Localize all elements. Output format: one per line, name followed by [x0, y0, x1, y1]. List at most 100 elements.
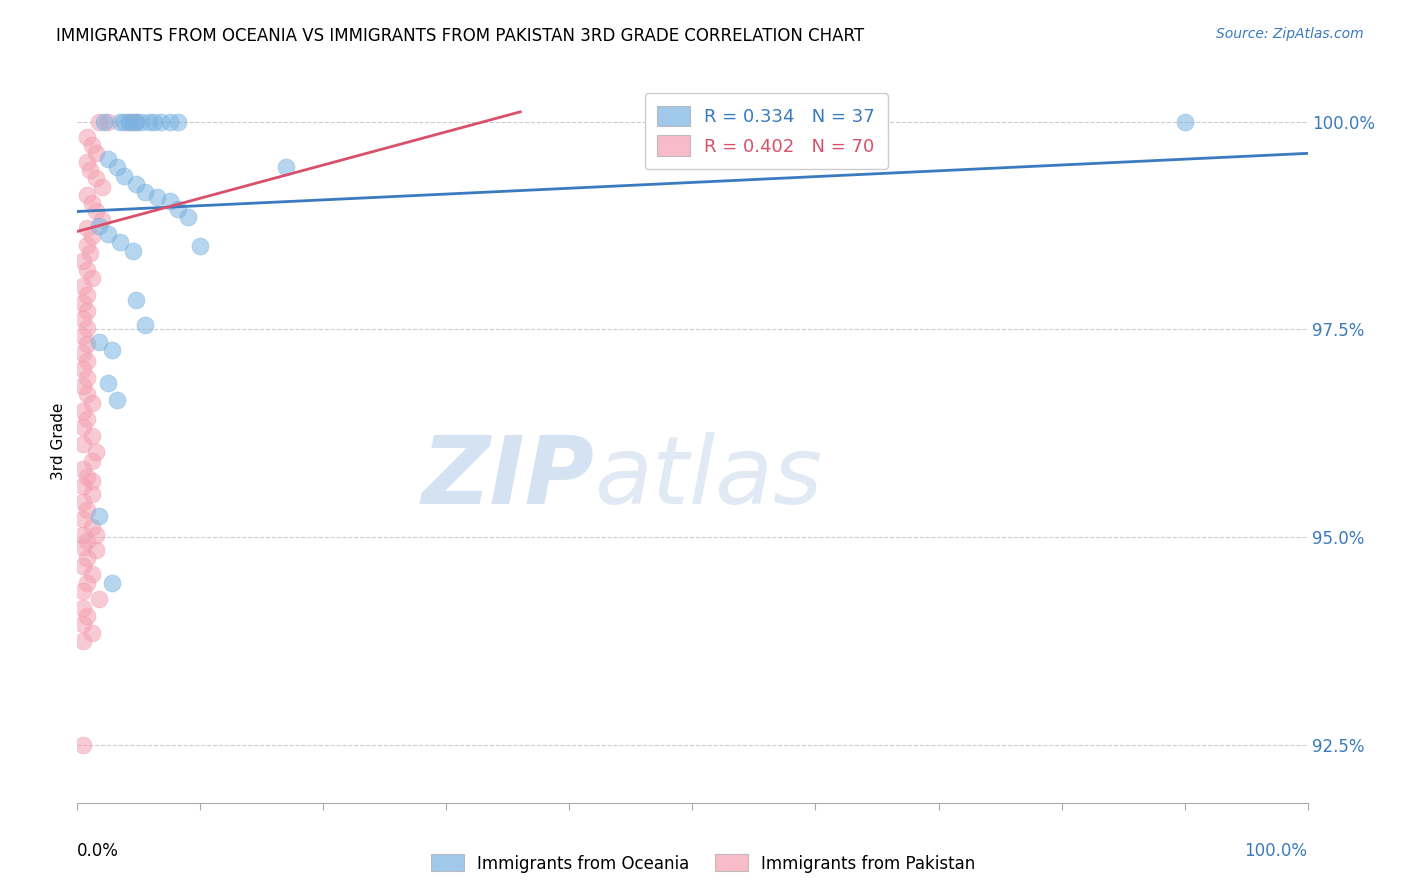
Point — [125, 115, 148, 129]
Point — [159, 115, 181, 129]
Point — [72, 437, 94, 451]
Point — [84, 542, 107, 557]
Text: ZIP: ZIP — [422, 432, 595, 524]
Point — [159, 194, 181, 208]
Point — [82, 474, 104, 488]
Point — [82, 271, 104, 285]
Point — [105, 161, 128, 175]
Point — [84, 528, 107, 542]
Point — [82, 520, 104, 534]
Point — [79, 246, 101, 260]
Point — [82, 625, 104, 640]
Point — [90, 212, 114, 227]
Point — [82, 138, 104, 153]
Point — [72, 254, 94, 268]
Point — [72, 329, 94, 343]
Point — [97, 227, 120, 241]
Point — [76, 503, 98, 517]
Point — [72, 512, 94, 526]
Point — [82, 487, 104, 501]
Y-axis label: 3rd Grade: 3rd Grade — [51, 403, 66, 480]
Point — [97, 376, 120, 391]
Point — [76, 412, 98, 426]
Point — [110, 115, 132, 129]
Point — [142, 115, 165, 129]
Text: 0.0%: 0.0% — [77, 842, 120, 860]
Point — [125, 293, 148, 308]
Point — [150, 115, 173, 129]
Point — [82, 395, 104, 409]
Point — [72, 478, 94, 492]
Point — [90, 179, 114, 194]
Point — [138, 115, 160, 129]
Point — [134, 318, 156, 333]
Point — [118, 115, 141, 129]
Text: 100.0%: 100.0% — [1244, 842, 1308, 860]
Point — [72, 600, 94, 615]
Point — [76, 129, 98, 144]
Point — [89, 334, 111, 349]
Point — [125, 115, 148, 129]
Point — [76, 187, 98, 202]
Point — [89, 509, 111, 524]
Point — [72, 584, 94, 599]
Point — [276, 161, 298, 175]
Point — [72, 404, 94, 418]
Point — [76, 320, 98, 334]
Point — [72, 528, 94, 542]
Point — [167, 202, 190, 216]
Point — [121, 115, 143, 129]
Point — [101, 343, 124, 358]
Point — [82, 229, 104, 244]
Point — [76, 470, 98, 484]
Point — [76, 337, 98, 351]
Point — [82, 196, 104, 211]
Point — [89, 115, 111, 129]
Point — [97, 152, 120, 166]
Point — [76, 354, 98, 368]
Legend: R = 0.334   N = 37, R = 0.402   N = 70: R = 0.334 N = 37, R = 0.402 N = 70 — [645, 93, 887, 169]
Point — [830, 115, 852, 129]
Point — [76, 237, 98, 252]
Point — [84, 204, 107, 219]
Point — [72, 345, 94, 359]
Point — [89, 219, 111, 233]
Point — [76, 221, 98, 235]
Point — [76, 575, 98, 590]
Point — [84, 445, 107, 459]
Point — [72, 379, 94, 393]
Point — [72, 495, 94, 509]
Point — [76, 262, 98, 277]
Point — [72, 633, 94, 648]
Legend: Immigrants from Oceania, Immigrants from Pakistan: Immigrants from Oceania, Immigrants from… — [425, 847, 981, 880]
Point — [97, 115, 120, 129]
Point — [72, 540, 94, 554]
Point — [76, 534, 98, 549]
Point — [79, 163, 101, 178]
Point — [72, 559, 94, 574]
Point — [72, 296, 94, 310]
Point — [76, 370, 98, 384]
Point — [121, 244, 143, 258]
Point — [146, 189, 169, 203]
Point — [72, 462, 94, 476]
Point — [76, 609, 98, 624]
Point — [105, 392, 128, 407]
Point — [84, 146, 107, 161]
Point — [89, 592, 111, 607]
Point — [72, 738, 94, 752]
Point — [167, 115, 190, 129]
Point — [82, 453, 104, 467]
Point — [76, 304, 98, 318]
Point — [76, 387, 98, 401]
Point — [118, 115, 141, 129]
Point — [72, 617, 94, 632]
Point — [72, 362, 94, 376]
Point — [112, 169, 135, 183]
Point — [82, 567, 104, 582]
Point — [110, 235, 132, 250]
Text: Source: ZipAtlas.com: Source: ZipAtlas.com — [1216, 27, 1364, 41]
Point — [177, 211, 200, 225]
Point — [76, 550, 98, 565]
Point — [112, 115, 135, 129]
